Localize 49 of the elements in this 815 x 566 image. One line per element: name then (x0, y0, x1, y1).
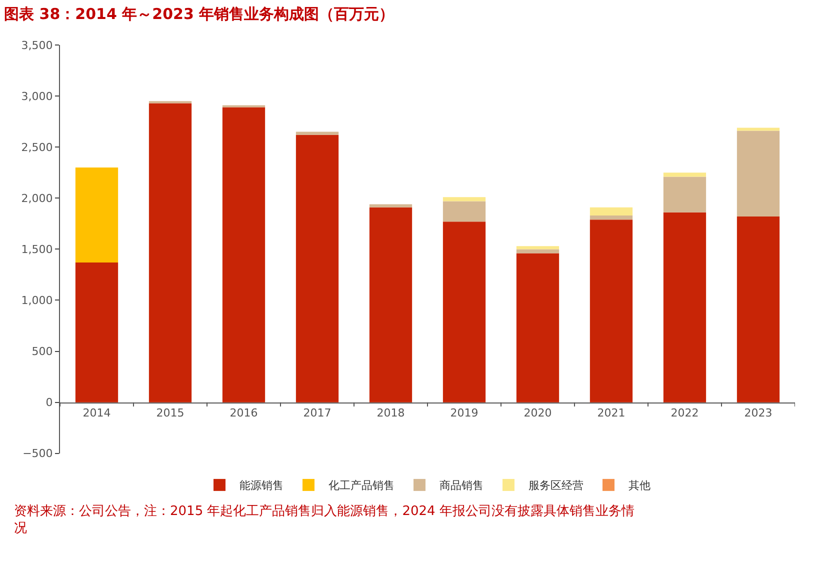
bar (222, 107, 266, 402)
bar (369, 207, 412, 402)
legend-label: 商品销售 (440, 479, 484, 492)
x-tick-label: 2018 (376, 406, 405, 420)
bar (663, 176, 706, 212)
bar (75, 168, 118, 262)
y-tick-label: 1,500 (21, 243, 53, 256)
bar (736, 130, 780, 217)
x-tick-label: 2014 (82, 406, 111, 420)
legend-label: 能源销售 (240, 479, 284, 492)
x-tick-label: 2020 (524, 406, 552, 420)
bar (590, 220, 633, 402)
bar (75, 262, 118, 402)
y-tick-label: 2,500 (21, 140, 53, 154)
bar (516, 253, 560, 402)
bar (663, 212, 706, 402)
bar (590, 215, 633, 220)
bar (148, 103, 192, 402)
bar (296, 132, 339, 135)
bar (736, 128, 780, 131)
x-tick-label: 2015 (156, 406, 184, 420)
legend-label: 其他 (628, 479, 650, 492)
chart-title: 图表 38：2014 年～2023 年销售业务构成图（百万元） (4, 4, 394, 23)
bar (663, 172, 706, 177)
bar (590, 207, 633, 216)
bar (442, 197, 486, 202)
y-tick-label: 3,000 (21, 90, 53, 103)
bar (369, 204, 412, 208)
x-tick-label: 2019 (450, 406, 478, 420)
y-tick-label: 3,500 (21, 38, 53, 52)
x-tick-label: 2016 (230, 406, 258, 420)
y-tick-label: 0 (46, 396, 53, 410)
y-tick-label: 2,000 (21, 192, 53, 205)
bar (736, 216, 780, 402)
x-tick-label: 2023 (744, 406, 772, 420)
bar (442, 222, 486, 402)
y-tick-label: −500 (22, 447, 53, 460)
x-tick-label: 2022 (670, 406, 699, 420)
legend-label: 化工产品销售 (328, 479, 394, 492)
bar (296, 134, 339, 402)
text: 资料来源：公司公告，注：2015 年起化工产品销售归入能源销售，2024 年报公司没有披露具体销售业务情况 (14, 504, 634, 536)
bar (516, 249, 560, 254)
y-tick-label: 1,000 (21, 294, 53, 308)
bar (516, 246, 560, 250)
y-tick-label: 500 (32, 345, 53, 358)
x-tick-label: 2017 (303, 406, 332, 420)
legend-label: 服务区经营 (528, 479, 584, 492)
x-tick-label: 2021 (597, 406, 626, 420)
bar (442, 201, 486, 222)
